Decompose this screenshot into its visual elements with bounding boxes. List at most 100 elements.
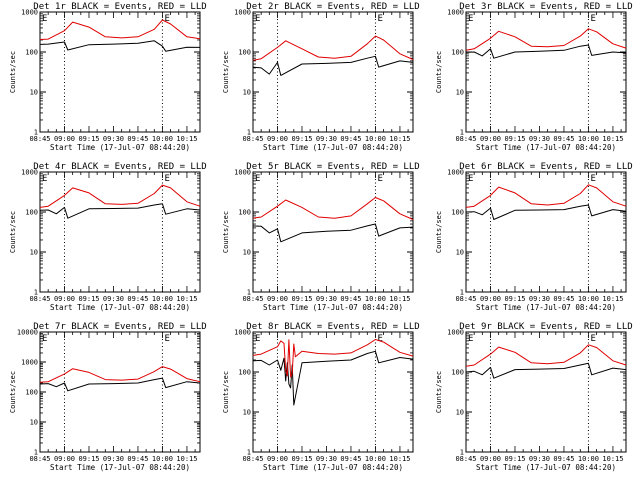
x-axis-label: Start Time (17-Jul-07 08:44:20) <box>50 143 190 152</box>
plot-frame <box>39 171 201 293</box>
y-axis-label: Counts/sec <box>435 211 443 253</box>
event-marker: E <box>255 334 260 344</box>
event-marker: E <box>468 14 473 24</box>
x-tick-label: 09:45 <box>127 455 148 463</box>
series-line <box>39 40 201 52</box>
x-tick-label: 09:45 <box>340 295 361 303</box>
y-tick-label: 1000 <box>447 329 464 337</box>
y-tick-label: 1 <box>34 289 38 297</box>
series-line <box>39 366 201 383</box>
x-tick-label: 09:15 <box>291 135 312 143</box>
event-marker: E <box>42 174 47 184</box>
y-tick-label: 1 <box>34 129 38 137</box>
y-tick-label: 1000 <box>21 9 38 17</box>
y-axis-label: Counts/sec <box>222 51 230 93</box>
x-tick-label: 08:45 <box>455 295 476 303</box>
y-axis-label: Counts/sec <box>435 371 443 413</box>
series-line <box>252 55 414 76</box>
x-axis-label: Start Time (17-Jul-07 08:44:20) <box>476 463 616 472</box>
x-tick-label: 09:30 <box>529 135 550 143</box>
x-tick-label: 09:15 <box>504 295 525 303</box>
x-tick-label: 10:15 <box>602 295 623 303</box>
event-marker: E <box>590 334 595 344</box>
y-tick-label: 1000 <box>234 329 251 337</box>
y-axis-label: Counts/sec <box>435 51 443 93</box>
y-axis-label: Counts/sec <box>9 211 17 253</box>
event-marker: E <box>164 334 169 344</box>
x-tick-label: 09:45 <box>553 295 574 303</box>
x-tick-label: 09:00 <box>54 455 75 463</box>
x-tick-label: 09:30 <box>529 295 550 303</box>
x-tick-label: 10:00 <box>578 295 599 303</box>
y-axis-label: Counts/sec <box>9 51 17 93</box>
event-marker: E <box>42 334 47 344</box>
y-tick-label: 1 <box>460 289 464 297</box>
series-line <box>39 19 201 40</box>
x-tick-label: 09:15 <box>78 455 99 463</box>
detector-panel: Det 2r BLACK = Events, RED = LLD 1 10 100 10… <box>222 2 420 152</box>
series-line <box>252 339 414 378</box>
detector-panel: Det 5r BLACK = Events, RED = LLD 1 10 100 10… <box>222 162 420 312</box>
detector-panel: Det 6r BLACK = Events, RED = LLD 1 10 100 10… <box>435 162 633 312</box>
x-tick-label: 09:45 <box>127 295 148 303</box>
plot-frame <box>252 331 414 453</box>
series-line <box>252 223 414 243</box>
detector-panel: Det 7r BLACK = Events, RED = LLD 1 10 100 10… <box>9 322 207 472</box>
series-line <box>39 184 201 208</box>
detector-panel: Det 8r BLACK = Events, RED = LLD 1 10 100 10… <box>222 322 420 472</box>
x-tick-label: 09:30 <box>103 455 124 463</box>
x-tick-label: 08:45 <box>242 135 263 143</box>
detector-panel: Det 3r BLACK = Events, RED = LLD 1 10 100 10… <box>435 2 633 152</box>
x-tick-label: 10:15 <box>602 135 623 143</box>
x-tick-label: 09:00 <box>54 135 75 143</box>
x-axis-label: Start Time (17-Jul-07 08:44:20) <box>50 463 190 472</box>
x-tick-label: 09:15 <box>504 135 525 143</box>
y-tick-label: 100 <box>25 389 38 397</box>
plot-frame <box>465 331 627 453</box>
event-marker: E <box>42 14 47 24</box>
y-tick-label: 10 <box>456 409 464 417</box>
x-tick-label: 10:00 <box>578 455 599 463</box>
x-axis-label: Start Time (17-Jul-07 08:44:20) <box>476 303 616 312</box>
y-tick-label: 100 <box>238 369 251 377</box>
event-marker: E <box>468 174 473 184</box>
x-tick-label: 09:00 <box>267 295 288 303</box>
series-line <box>465 204 627 220</box>
x-tick-label: 09:30 <box>316 135 337 143</box>
y-tick-label: 1000 <box>447 169 464 177</box>
x-tick-label: 09:45 <box>340 455 361 463</box>
x-tick-label: 09:15 <box>78 135 99 143</box>
y-tick-label: 1000 <box>21 359 38 367</box>
y-tick-label: 100 <box>238 49 251 57</box>
plot-frame <box>252 11 414 133</box>
x-tick-label: 09:45 <box>553 135 574 143</box>
x-tick-label: 10:00 <box>365 295 386 303</box>
y-tick-label: 100 <box>451 49 464 57</box>
y-tick-label: 10 <box>243 249 251 257</box>
x-tick-label: 10:15 <box>389 455 410 463</box>
x-tick-label: 09:15 <box>291 455 312 463</box>
plot-frame <box>465 171 627 293</box>
y-tick-label: 1 <box>247 449 251 457</box>
x-tick-label: 09:30 <box>316 455 337 463</box>
y-tick-label: 10 <box>243 409 251 417</box>
x-tick-label: 10:00 <box>152 135 173 143</box>
y-tick-label: 1 <box>34 449 38 457</box>
x-axis-label: Start Time (17-Jul-07 08:44:20) <box>263 143 403 152</box>
y-tick-label: 100 <box>451 369 464 377</box>
event-marker: E <box>377 174 382 184</box>
plot-frame <box>252 171 414 293</box>
x-tick-label: 09:30 <box>103 295 124 303</box>
y-tick-label: 1 <box>247 289 251 297</box>
x-tick-label: 10:15 <box>176 135 197 143</box>
x-tick-label: 10:15 <box>389 135 410 143</box>
x-tick-label: 09:30 <box>103 135 124 143</box>
x-tick-label: 09:00 <box>480 455 501 463</box>
event-marker: E <box>377 334 382 344</box>
panel-title: Det 4r BLACK = Events, RED = LLD <box>33 162 206 172</box>
plot-frame <box>39 11 201 133</box>
event-marker: E <box>255 174 260 184</box>
event-marker: E <box>590 14 595 24</box>
x-tick-label: 08:45 <box>29 135 50 143</box>
